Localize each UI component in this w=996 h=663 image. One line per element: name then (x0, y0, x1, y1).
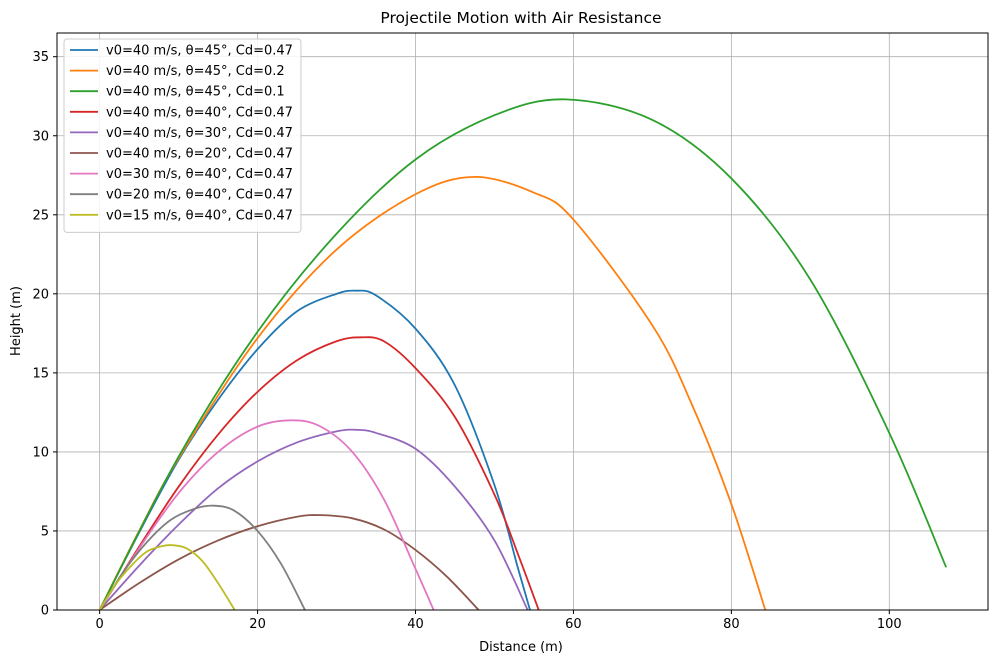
y-tick-label: 25 (32, 208, 49, 223)
chart-title: Projectile Motion with Air Resistance (380, 9, 661, 27)
y-axis-label: Height (m) (9, 286, 24, 356)
x-tick-label: 0 (96, 617, 104, 632)
x-tick-label: 60 (565, 617, 582, 632)
legend-box (63, 38, 302, 233)
legend: v0=40 m/s, θ=45°, Cd=0.47 v0=40 m/s, θ=45… (63, 38, 302, 233)
y-tick-label: 35 (32, 50, 49, 65)
x-tick-label: 40 (407, 617, 424, 632)
legend-label: v0=20 m/s, θ=40°, Cd=0.47 (106, 188, 293, 203)
y-tick-label: 5 (41, 524, 49, 539)
y-tick-label: 30 (32, 129, 49, 144)
series-line-8 (98, 504, 306, 610)
x-tick-label: 20 (249, 617, 266, 632)
series-line-3 (98, 98, 947, 610)
series-line-4 (98, 336, 540, 610)
legend-label: v0=40 m/s, θ=30°, Cd=0.47 (106, 126, 293, 141)
plot-frame (56, 32, 989, 611)
series-line-9 (98, 544, 236, 610)
legend-label: v0=40 m/s, θ=45°, Cd=0.1 (106, 85, 285, 100)
axis-ticks: 0 20 40 60 80 100 0 5 10 15 20 25 30 35 (32, 50, 901, 632)
series-layer (98, 98, 947, 610)
grid-lines (57, 33, 988, 611)
y-tick-label: 20 (32, 287, 49, 302)
legend-label: v0=40 m/s, θ=45°, Cd=0.2 (106, 64, 285, 79)
x-tick-label: 100 (877, 617, 902, 632)
series-line-5 (98, 428, 529, 610)
legend-label: v0=30 m/s, θ=40°, Cd=0.47 (106, 167, 293, 182)
series-line-7 (98, 419, 435, 610)
x-tick-label: 80 (723, 617, 740, 632)
legend-label: v0=40 m/s, θ=40°, Cd=0.47 (106, 105, 293, 120)
y-tick-label: 15 (32, 366, 49, 381)
y-tick-label: 0 (41, 604, 49, 619)
legend-label: v0=40 m/s, θ=45°, Cd=0.47 (106, 44, 293, 59)
y-tick-label: 10 (32, 445, 49, 460)
legend-label: v0=15 m/s, θ=40°, Cd=0.47 (106, 208, 293, 223)
series-line-6 (99, 514, 480, 610)
legend-label: v0=40 m/s, θ=20°, Cd=0.47 (106, 147, 293, 162)
x-axis-label: Distance (m) (479, 640, 563, 655)
